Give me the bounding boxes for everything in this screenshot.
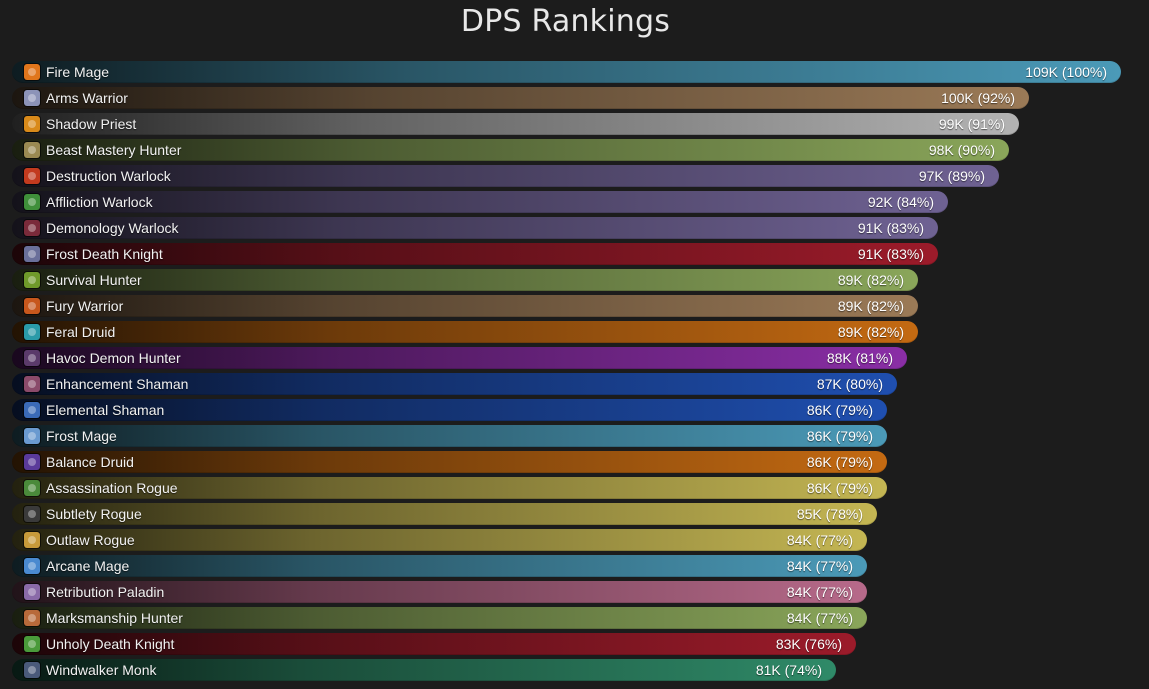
bar-value-label: 84K (77%) [786,584,853,600]
bar-value-label: 99K (91%) [938,116,1005,132]
survival-hunter-icon [24,272,40,288]
bar-category-label: Demonology Warlock [46,220,179,236]
bar: Affliction Warlock 92K (84%) [12,191,948,213]
bar-value-label: 86K (79%) [806,428,873,444]
bar-category-label: Arcane Mage [46,558,130,574]
bar: Unholy Death Knight 83K (76%) [12,633,856,655]
frost-mage-icon [24,428,40,444]
bar: Survival Hunter 89K (82%) [12,269,918,291]
bar-value-label: 84K (77%) [786,532,853,548]
bar-category-label: Outlaw Rogue [46,532,135,548]
bar-category-label: Fire Mage [46,64,110,80]
bar: Marksmanship Hunter 84K (77%) [12,607,867,629]
bar-value-label: 86K (79%) [806,402,873,418]
unholy-death-knight-icon [24,636,40,652]
bar-category-label: Fury Warrior [46,298,124,314]
bar-value-label: 92K (84%) [867,194,934,210]
shadow-priest-icon [24,116,40,132]
bar: Retribution Paladin 84K (77%) [12,581,867,603]
bar-value-label: 85K (78%) [796,506,863,522]
bar-category-label: Arms Warrior [46,90,128,106]
assassination-rogue-icon [24,480,40,496]
bar: Outlaw Rogue 84K (77%) [12,529,867,551]
chart-title: DPS Rankings [460,4,671,39]
arcane-mage-icon [24,558,40,574]
outlaw-rogue-icon [24,532,40,548]
elemental-shaman-icon [24,402,40,418]
bar-category-label: Enhancement Shaman [46,376,189,392]
windwalker-monk-icon [24,662,40,678]
bar: Fire Mage 109K (100%) [12,61,1121,83]
affliction-warlock-icon [24,194,40,210]
bar-category-label: Windwalker Monk [46,662,157,678]
bar-value-label: 83K (76%) [775,636,842,652]
bar: Subtlety Rogue 85K (78%) [12,503,877,525]
bar-value-label: 91K (83%) [857,220,924,236]
bar-category-label: Subtlety Rogue [46,506,142,522]
havoc-demon-hunter-icon [24,350,40,366]
fury-warrior-icon [24,298,40,314]
destruction-warlock-icon [24,168,40,184]
bar: Havoc Demon Hunter 88K (81%) [12,347,907,369]
bar-category-label: Shadow Priest [46,116,137,132]
bar-category-label: Feral Druid [46,324,116,340]
retribution-paladin-icon [24,584,40,600]
bar-category-label: Retribution Paladin [46,584,165,600]
bar: Elemental Shaman 86K (79%) [12,399,887,421]
bar-category-label: Assassination Rogue [46,480,178,496]
bar: Arcane Mage 84K (77%) [12,555,867,577]
balance-druid-icon [24,454,40,470]
bar-category-label: Destruction Warlock [46,168,171,184]
bar-value-label: 89K (82%) [837,298,904,314]
bar: Arms Warrior 100K (92%) [12,87,1029,109]
arms-warrior-icon [24,90,40,106]
bar: Fury Warrior 89K (82%) [12,295,918,317]
bar-category-label: Elemental Shaman [46,402,165,418]
bar-category-label: Affliction Warlock [46,194,153,210]
bar-category-label: Balance Druid [46,454,134,470]
bar-value-label: 84K (77%) [786,558,853,574]
bar: Assassination Rogue 86K (79%) [12,477,887,499]
beast-mastery-hunter-icon [24,142,40,158]
bar: Frost Death Knight 91K (83%) [12,243,938,265]
bar: Feral Druid 89K (82%) [12,321,918,343]
bar-category-label: Survival Hunter [46,272,142,288]
bar-value-label: 86K (79%) [806,480,873,496]
marksmanship-hunter-icon [24,610,40,626]
bar-value-label: 97K (89%) [918,168,985,184]
bar: Destruction Warlock 97K (89%) [12,165,999,187]
bar-category-label: Marksmanship Hunter [46,610,183,626]
bar-value-label: 89K (82%) [837,324,904,340]
feral-druid-icon [24,324,40,340]
bar-value-label: 88K (81%) [826,350,893,366]
bar-value-label: 109K (100%) [1025,64,1107,80]
bar-category-label: Frost Death Knight [46,246,163,262]
bar-value-label: 84K (77%) [786,610,853,626]
frost-death-knight-icon [24,246,40,262]
bar-category-label: Unholy Death Knight [46,636,175,652]
bar-category-label: Frost Mage [46,428,117,444]
bar: Enhancement Shaman 87K (80%) [12,373,897,395]
subtlety-rogue-icon [24,506,40,522]
enhancement-shaman-icon [24,376,40,392]
bar-category-label: Beast Mastery Hunter [46,142,182,158]
bar: Frost Mage 86K (79%) [12,425,887,447]
bar: Shadow Priest 99K (91%) [12,113,1019,135]
bar-value-label: 98K (90%) [928,142,995,158]
bar: Windwalker Monk 81K (74%) [12,659,836,681]
bar-value-label: 91K (83%) [857,246,924,262]
bar: Demonology Warlock 91K (83%) [12,217,938,239]
fire-mage-icon [24,64,40,80]
bar-value-label: 86K (79%) [806,454,873,470]
bar-value-label: 87K (80%) [816,376,883,392]
bar-value-label: 89K (82%) [837,272,904,288]
bar-value-label: 81K (74%) [755,662,822,678]
bar: Beast Mastery Hunter 98K (90%) [12,139,1009,161]
demonology-warlock-icon [24,220,40,236]
bar-category-label: Havoc Demon Hunter [46,350,181,366]
bar-value-label: 100K (92%) [941,90,1015,106]
bar: Balance Druid 86K (79%) [12,451,887,473]
